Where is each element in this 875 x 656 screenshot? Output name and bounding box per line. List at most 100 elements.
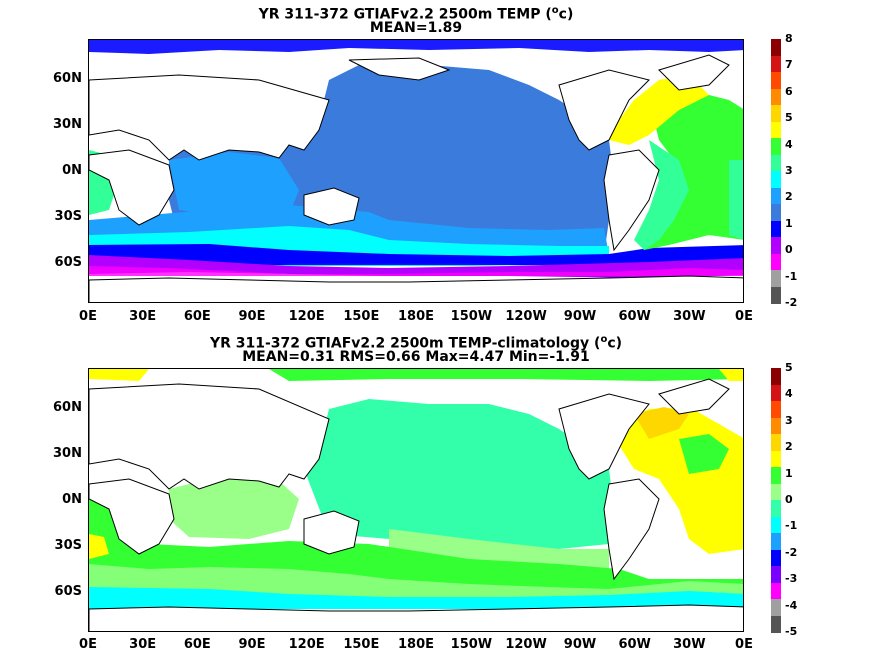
lon-tick-label: 150W (450, 309, 493, 324)
colorbar-segment (771, 253, 781, 271)
colorbar-tick-label: 7 (785, 58, 793, 72)
colorbar-tick-label: 5 (785, 361, 793, 374)
colorbar-tick-label: 4 (785, 137, 793, 151)
panel2-subtitle: MEAN=0.31 RMS=0.66 Max=4.47 Min=-1.91 (242, 349, 590, 365)
panel1-lat-label: 0N (62, 163, 82, 178)
colorbar-tick-label: 3 (785, 413, 793, 427)
colorbar-tick-label: 2 (785, 190, 793, 204)
panel1-title: YR 311-372 GTIAFv2.2 2500m TEMP (oc) (258, 5, 574, 23)
colorbar-segment (771, 450, 781, 468)
panel2-map-svg (89, 369, 743, 631)
colorbar-segment (771, 483, 781, 501)
colorbar-segment (771, 270, 781, 287)
lon-tick-label: 30E (129, 309, 157, 324)
panel1-subtitle: MEAN=1.89 (369, 20, 463, 36)
colorbar-segment (771, 220, 781, 238)
lon-tick-label: 120E (288, 309, 325, 324)
lon-tick-label: 150E (343, 637, 380, 652)
lon-tick-label: 90W (563, 637, 597, 652)
lon-tick-label: 60W (618, 309, 651, 324)
colorbar-segment (771, 286, 781, 304)
colorbar-segment (771, 105, 781, 122)
panel1-lat-label: 30S (54, 209, 82, 224)
colorbar-segment (771, 582, 781, 600)
colorbar-tick-label: -3 (785, 572, 798, 586)
panel1-lat-label: 30N (53, 117, 82, 132)
colorbar-tick-label: -2 (785, 296, 798, 309)
colorbar-segment (771, 187, 781, 205)
colorbar-segment (771, 401, 781, 418)
lon-tick-label: 120W (505, 309, 547, 324)
colorbar-tick-label: -1 (785, 519, 798, 533)
colorbar-segment (771, 500, 781, 517)
colorbar-tick-label: -2 (785, 545, 798, 559)
colorbar-segment (771, 467, 781, 484)
panel1-lat-label: 60S (54, 255, 82, 270)
colorbar-tick-label: 4 (785, 387, 793, 401)
lon-tick-label: 60E (183, 637, 211, 652)
colorbar-segment (771, 549, 781, 567)
lon-tick-label: 120W (505, 637, 547, 652)
lon-tick-label: 90E (238, 309, 266, 324)
lon-tick-label: 0E (79, 309, 97, 324)
lon-tick-label: 150E (343, 309, 380, 324)
colorbar-segment (771, 154, 781, 172)
colorbar-segment (771, 533, 781, 550)
lon-tick-label: 150W (450, 637, 493, 652)
panel1-colorbar (771, 39, 781, 304)
colorbar-tick-label: -5 (785, 625, 798, 638)
panel1-lat-label: 60N (53, 71, 82, 86)
colorbar-tick-label: 6 (785, 84, 793, 98)
colorbar-segment (771, 417, 781, 435)
colorbar-tick-label: 3 (785, 164, 793, 177)
lon-tick-label: 30W (673, 637, 706, 652)
panel2-title: YR 311-372 GTIAFv2.2 2500m TEMP-climatol… (209, 334, 623, 352)
colorbar-segment (771, 39, 781, 56)
colorbar-segment (771, 237, 781, 254)
lon-tick-label: 120E (288, 637, 325, 652)
colorbar-tick-label: 8 (785, 32, 793, 45)
colorbar-segment (771, 55, 781, 73)
lon-tick-label: 180E (397, 637, 435, 652)
colorbar-tick-label: 5 (785, 111, 793, 125)
colorbar-segment (771, 171, 781, 188)
colorbar-segment (771, 204, 781, 221)
lon-tick-label: 30E (129, 637, 157, 652)
lon-tick-label: 0E (735, 309, 753, 324)
colorbar-segment (771, 368, 781, 385)
colorbar-segment (771, 566, 781, 583)
lon-tick-label: 30W (673, 309, 706, 324)
lon-tick-label: 90W (563, 309, 597, 324)
colorbar-segment (771, 599, 781, 616)
colorbar-tick-label: 2 (785, 440, 793, 454)
lon-tick-label: 0E (735, 637, 753, 652)
colorbar-tick-label: 1 (785, 216, 793, 230)
panel2-lat-label: 30S (54, 538, 82, 553)
colorbar-segment (771, 615, 781, 633)
lon-tick-label: 60W (618, 637, 651, 652)
colorbar-tick-label: 0 (785, 243, 793, 257)
panel1-map (88, 39, 744, 303)
colorbar-tick-label: 0 (785, 493, 793, 506)
panel2-lat-label: 60S (54, 584, 82, 599)
colorbar-segment (771, 138, 781, 155)
colorbar-segment (771, 434, 781, 451)
colorbar-segment (771, 121, 781, 139)
colorbar-segment (771, 72, 781, 89)
panel2-map (88, 368, 744, 632)
panel1-map-svg (89, 40, 743, 302)
colorbar-segment (771, 88, 781, 106)
panel2-colorbar (771, 368, 781, 633)
lon-tick-label: 90E (238, 637, 266, 652)
colorbar-segment (771, 516, 781, 534)
lon-tick-label: 180E (397, 309, 435, 324)
lon-tick-label: 60E (183, 309, 211, 324)
lon-tick-label: 0E (79, 637, 97, 652)
panel2-lat-label: 60N (53, 400, 82, 415)
colorbar-tick-label: -4 (785, 598, 798, 612)
panel2-lat-label: 0N (62, 492, 82, 507)
panel2-lat-label: 30N (53, 446, 82, 461)
colorbar-tick-label: -1 (785, 269, 798, 283)
colorbar-tick-label: 1 (785, 466, 793, 480)
colorbar-segment (771, 384, 781, 402)
